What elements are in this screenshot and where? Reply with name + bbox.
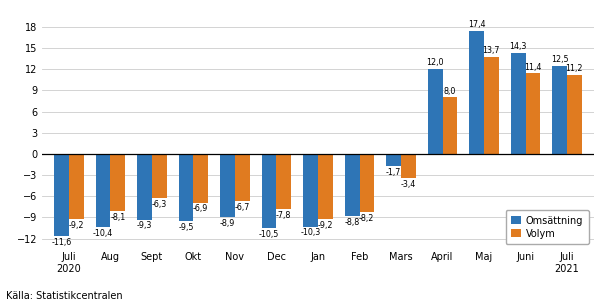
Text: -6,3: -6,3 [152, 200, 167, 209]
Bar [262, 154, 277, 228]
Text: Källa: Statistikcentralen: Källa: Statistikcentralen [6, 291, 122, 301]
Text: -9,5: -9,5 [178, 223, 194, 232]
Bar [386, 154, 401, 166]
Text: 11,4: 11,4 [524, 63, 541, 72]
Text: -8,8: -8,8 [344, 218, 360, 227]
Bar [553, 66, 567, 154]
Text: -8,2: -8,2 [359, 214, 374, 223]
Bar [428, 69, 443, 154]
Text: 13,7: 13,7 [482, 47, 500, 55]
Bar [55, 154, 69, 236]
Bar [304, 154, 318, 227]
Text: -8,9: -8,9 [220, 219, 235, 228]
Bar [277, 154, 291, 209]
Text: 14,3: 14,3 [509, 42, 527, 51]
Bar [96, 154, 110, 227]
Bar [318, 154, 332, 219]
Text: -1,7: -1,7 [386, 168, 401, 177]
Text: 12,5: 12,5 [551, 55, 569, 64]
Bar [179, 154, 193, 221]
Text: -8,1: -8,1 [110, 213, 125, 222]
Text: -9,2: -9,2 [68, 221, 84, 230]
Bar [511, 53, 526, 154]
Bar [567, 75, 581, 154]
Text: -10,3: -10,3 [301, 228, 321, 237]
Bar [345, 154, 359, 216]
Bar [235, 154, 250, 201]
Bar [484, 57, 499, 154]
Bar [359, 154, 374, 212]
Bar [526, 73, 540, 154]
Text: -9,2: -9,2 [317, 221, 333, 230]
Bar [137, 154, 152, 219]
Text: -10,4: -10,4 [93, 229, 113, 238]
Text: 11,2: 11,2 [566, 64, 583, 73]
Text: -9,3: -9,3 [137, 221, 152, 230]
Bar [110, 154, 125, 211]
Text: -3,4: -3,4 [401, 180, 416, 189]
Bar [220, 154, 235, 217]
Text: -11,6: -11,6 [52, 238, 72, 247]
Text: 8,0: 8,0 [443, 87, 456, 96]
Bar [443, 97, 457, 154]
Text: 17,4: 17,4 [468, 20, 485, 29]
Text: -6,9: -6,9 [193, 204, 208, 213]
Bar [69, 154, 83, 219]
Text: 12,0: 12,0 [427, 58, 444, 67]
Bar [401, 154, 416, 178]
Text: -7,8: -7,8 [276, 211, 292, 220]
Bar [152, 154, 167, 199]
Text: -6,7: -6,7 [235, 203, 250, 212]
Bar [469, 31, 484, 154]
Text: -10,5: -10,5 [259, 230, 280, 239]
Legend: Omsättning, Volym: Omsättning, Volym [506, 210, 589, 244]
Bar [193, 154, 208, 203]
